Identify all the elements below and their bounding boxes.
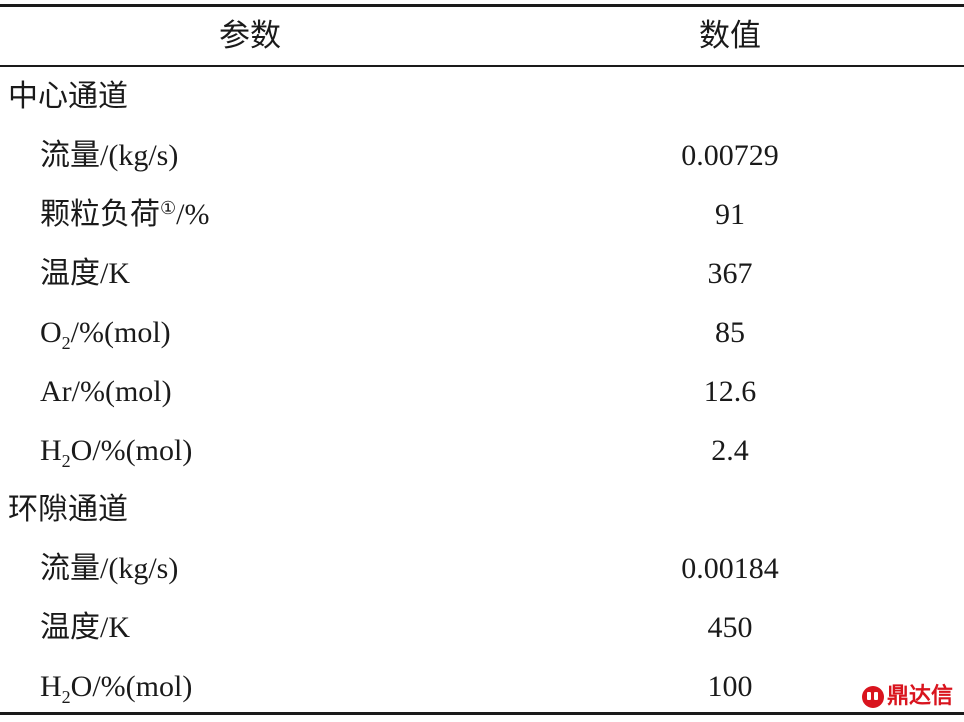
row-label: 流量/(kg/s) (40, 552, 179, 585)
table-row: H2O/%(mol) 2.4 (0, 421, 964, 480)
table-row: 颗粒负荷①/% 91 (0, 185, 964, 244)
row-value: 0.00184 (681, 552, 779, 585)
row-label: 温度/K (40, 257, 130, 290)
row-value: 12.6 (703, 375, 757, 408)
table-header-rule (0, 65, 964, 67)
row-value: 0.00729 (681, 139, 779, 172)
row-label-main: 颗粒负荷 (40, 198, 160, 231)
row-value: 2.4 (711, 434, 749, 467)
section-row-center-channel: 中心通道 (0, 67, 964, 126)
row-value: 100 (707, 670, 753, 703)
row-label: Ar/%(mol) (40, 375, 172, 408)
row-label-tail: O/%(mol) (70, 434, 193, 467)
row-label-tail: O/%(mol) (70, 670, 193, 703)
row-label: O2/%(mol) (40, 303, 171, 366)
row-label-main: O (40, 316, 62, 349)
row-label-subscript: 2 (61, 333, 71, 353)
row-label: 温度/K (40, 611, 130, 644)
row-label: 颗粒负荷①/% (40, 185, 209, 248)
section-title: 中心通道 (8, 80, 128, 113)
section-title: 环隙通道 (8, 493, 128, 526)
row-label-subscript: 2 (61, 687, 71, 707)
row-label-tail: /%(mol) (70, 316, 171, 349)
row-label: H2O/%(mol) (40, 657, 192, 720)
table-row: 流量/(kg/s) 0.00729 (0, 126, 964, 185)
row-value: 85 (715, 316, 745, 349)
logo-mark-icon (862, 686, 884, 708)
row-label: H2O/%(mol) (40, 421, 192, 484)
watermark-logo: 鼎达信 (862, 684, 953, 710)
table-row: 流量/(kg/s) 0.00184 (0, 539, 964, 598)
row-value: 91 (715, 198, 745, 231)
row-label-tail: /% (176, 198, 210, 231)
table-row: O2/%(mol) 85 (0, 303, 964, 362)
row-label: 流量/(kg/s) (40, 139, 179, 172)
row-value: 450 (707, 611, 753, 644)
table-row: 温度/K 367 (0, 244, 964, 303)
row-label-main: H (40, 434, 62, 467)
table-top-rule (0, 4, 964, 7)
table-row: Ar/%(mol) 12.6 (0, 362, 964, 421)
row-label-main: H (40, 670, 62, 703)
watermark-text: 鼎达信 (887, 684, 954, 709)
row-label-subscript: 2 (61, 451, 71, 471)
header-param: 参数 (219, 18, 281, 53)
table-row: 温度/K 450 (0, 598, 964, 657)
table-header-row: 参数 数值 (0, 7, 964, 65)
parameter-table: 参数 数值 中心通道 流量/(kg/s) 0.00729 颗粒负荷①/% 91 … (0, 4, 964, 716)
footnote-mark: ① (160, 198, 177, 218)
table-row: H2O/%(mol) 100 (0, 657, 964, 716)
table-bottom-rule (0, 712, 964, 715)
header-value: 数值 (699, 18, 761, 53)
row-value: 367 (707, 257, 753, 290)
section-row-annular-channel: 环隙通道 (0, 480, 964, 539)
